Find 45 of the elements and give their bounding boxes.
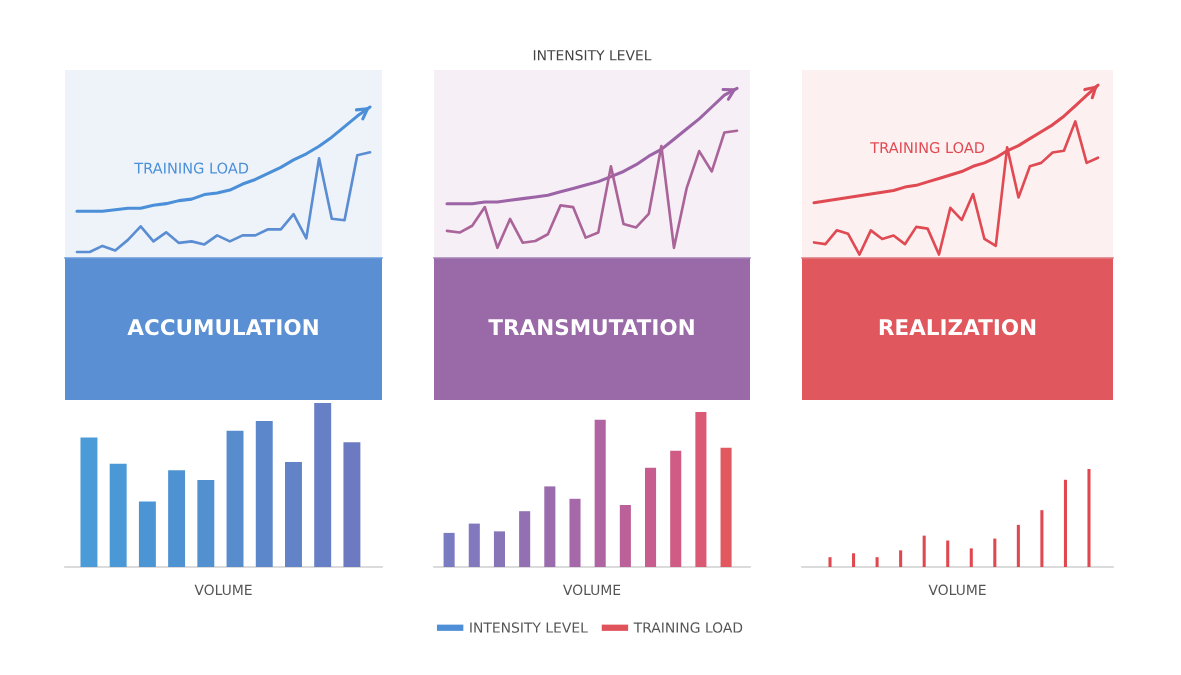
bar	[922, 535, 926, 567]
bar	[197, 480, 215, 567]
bar	[168, 470, 186, 567]
legend-label: TRAINING LOAD	[633, 622, 743, 633]
bar	[1040, 510, 1044, 567]
legend-label: INTENSITY LEVEL	[470, 622, 588, 633]
bar	[1087, 469, 1091, 567]
bar	[645, 467, 657, 567]
bar	[80, 437, 98, 567]
bar	[899, 550, 903, 567]
bar	[695, 412, 707, 567]
bar	[670, 450, 682, 567]
bar	[226, 430, 244, 567]
bar	[255, 421, 273, 567]
bar	[443, 532, 455, 567]
bar	[109, 463, 127, 567]
x-axis-title: VOLUME	[928, 584, 986, 596]
bar	[493, 531, 506, 567]
x-axis-title: VOLUME	[563, 584, 621, 596]
bar	[946, 540, 950, 567]
bar	[828, 557, 832, 567]
bar	[519, 511, 531, 567]
x-axis-title: VOLUME	[194, 584, 252, 596]
bar	[544, 486, 556, 567]
bar	[720, 447, 732, 567]
bar	[468, 523, 480, 567]
bar	[594, 419, 606, 567]
chart-title: TRANSMUTATION	[488, 318, 694, 336]
bar	[569, 498, 581, 567]
bar	[969, 548, 973, 567]
chart-title: REALIZATION	[879, 318, 1036, 336]
bar	[619, 505, 631, 567]
bar	[875, 557, 879, 567]
bar	[1016, 524, 1020, 567]
chart-title: ACCUMULATION	[127, 318, 318, 336]
chart-title: INTENSITY LEVEL	[533, 49, 652, 61]
bar	[314, 402, 332, 567]
bar	[343, 442, 361, 567]
series-label: TRAINING LOAD	[870, 142, 985, 154]
bar	[852, 553, 856, 567]
bar	[993, 538, 997, 567]
bar	[285, 462, 302, 567]
series-label: TRAINING LOAD	[134, 162, 249, 174]
bar	[138, 501, 156, 567]
bar	[1063, 479, 1067, 567]
